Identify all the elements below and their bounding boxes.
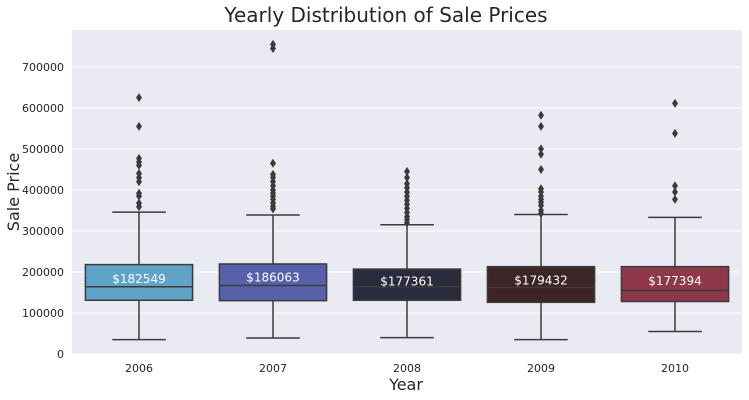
chart-title: Yearly Distribution of Sale Prices: [223, 3, 547, 27]
box-2010: $177394: [620, 98, 730, 333]
box-2009: $179432: [486, 110, 596, 341]
outlier-point: [136, 153, 142, 163]
outlier-point: [538, 164, 544, 174]
outlier-point: [270, 169, 276, 179]
y-tick-label: 0: [57, 348, 64, 361]
mean-label: $182549: [112, 272, 165, 286]
x-axis-title: Year: [388, 375, 423, 394]
box-2006: $182549: [84, 93, 194, 341]
outlier-point: [136, 169, 142, 179]
y-tick-label: 700000: [22, 61, 64, 74]
mean-label: $177394: [648, 274, 701, 288]
y-tick-label: 600000: [22, 102, 64, 115]
box-2008: $177361: [352, 166, 462, 339]
x-tick-labels: 2006 2007 2008 2009 2010: [125, 362, 689, 375]
mean-label: $177361: [380, 274, 433, 288]
outlier-point: [538, 144, 544, 154]
outlier-point: [270, 39, 276, 49]
y-tick-label: 200000: [22, 266, 64, 279]
outlier-point: [672, 128, 678, 138]
outlier-point: [136, 188, 142, 198]
box-iqr: [84, 263, 194, 302]
outlier-point: [672, 98, 678, 108]
x-tick-label: 2007: [259, 362, 287, 375]
mean-label: $186063: [246, 271, 299, 285]
y-tick-labels: 0 100000 200000 300000 400000 500000 600000 700…: [22, 61, 64, 361]
x-tick-label: 2008: [393, 362, 421, 375]
box-iqr: [486, 265, 596, 304]
outlier-point: [404, 179, 410, 189]
y-tick-label: 300000: [22, 225, 64, 238]
outlier-point: [538, 184, 544, 194]
y-tick-label: 400000: [22, 184, 64, 197]
outlier-point: [404, 173, 410, 183]
box-2007: $186063: [218, 39, 328, 339]
mean-label: $179432: [514, 273, 567, 287]
box-iqr: [352, 268, 462, 302]
y-axis-title: Sale Price: [4, 153, 23, 231]
x-tick-label: 2009: [527, 362, 555, 375]
outlier-point: [270, 158, 276, 168]
outlier-point: [136, 93, 142, 103]
outlier-point: [404, 166, 410, 176]
outlier-point: [136, 121, 142, 131]
outlier-point: [672, 187, 678, 197]
outlier-point: [538, 110, 544, 120]
outlier-point: [538, 121, 544, 131]
x-tick-label: 2006: [125, 362, 153, 375]
box-iqr: [218, 263, 328, 302]
outlier-point: [672, 181, 678, 191]
box-plots: $182549 $186063 $177361 $179432 $177394: [84, 39, 730, 341]
outlier-point: [136, 198, 142, 208]
y-tick-label: 100000: [22, 307, 64, 320]
outlier-point: [672, 194, 678, 204]
outlier-point: [538, 205, 544, 215]
box-iqr: [620, 265, 730, 303]
outlier-point: [538, 149, 544, 159]
x-tick-label: 2010: [661, 362, 689, 375]
y-tick-label: 500000: [22, 143, 64, 156]
